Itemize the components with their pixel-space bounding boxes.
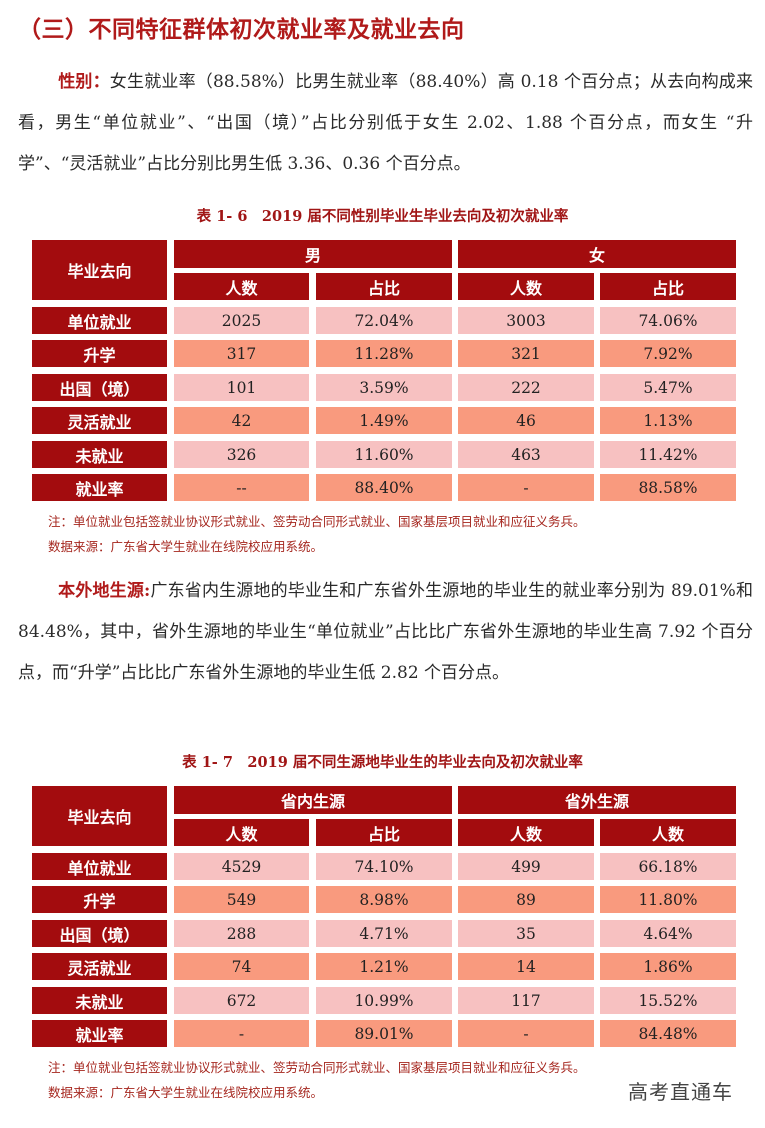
gender-lead: 性别： [58, 72, 110, 92]
table1-cell: 463 [458, 441, 594, 468]
table2-cell: 74 [174, 953, 309, 980]
table2-row-header: 毕业去向 [32, 786, 167, 846]
table1-cell: 101 [174, 374, 309, 401]
section-title: （三）不同特征群体初次就业率及就业去向 [18, 17, 465, 43]
table2-row-label: 出国（境） [32, 920, 167, 947]
table2-cell: 11.80% [600, 886, 736, 913]
table1-group-male: 男 [174, 240, 452, 268]
table1-subheader: 占比 [600, 273, 736, 300]
table1-row-label: 未就业 [32, 441, 167, 468]
table1-cell: 317 [174, 340, 309, 367]
table2-subheader: 人数 [458, 819, 594, 846]
table1-cell: - [458, 474, 594, 501]
table2-cell: - [174, 1020, 309, 1047]
table1-cell: 321 [458, 340, 594, 367]
table2-cell: 89.01% [316, 1020, 452, 1047]
table1-cell: 1.13% [600, 407, 736, 434]
table2-cell: 4.71% [316, 920, 452, 947]
table1-cell: 42 [174, 407, 309, 434]
origin-text: 广东省内生源地的毕业生和广东省外生源地的毕业生的就业率分别为 89.01%和 8… [18, 581, 753, 683]
table1-cell: 7.92% [600, 340, 736, 367]
table2-group-in-province: 省内生源 [174, 786, 452, 814]
table2-cell: 499 [458, 853, 594, 880]
table2-subheader: 人数 [600, 819, 736, 846]
table2-cell: 1.21% [316, 953, 452, 980]
table2-group-out-province: 省外生源 [458, 786, 736, 814]
table2-row-label: 升学 [32, 886, 167, 913]
gender-paragraph: 性别：女生就业率（88.58%）比男生就业率（88.40%）高 0.18 个百分… [18, 62, 753, 185]
table2-cell: 14 [458, 953, 594, 980]
table1-row-label: 就业率 [32, 474, 167, 501]
table1-cell: 222 [458, 374, 594, 401]
table2-cell: 1.86% [600, 953, 736, 980]
table2-cell: - [458, 1020, 594, 1047]
table1-cell: 1.49% [316, 407, 452, 434]
table1-row-label: 单位就业 [32, 307, 167, 334]
table2-subheader: 占比 [316, 819, 452, 846]
table2-caption: 表 1- 7 2019 届不同生源地毕业生的毕业去向及初次就业率 [182, 754, 583, 771]
table1-row-label: 出国（境） [32, 374, 167, 401]
table1-cell: 326 [174, 441, 309, 468]
table2-row-label: 未就业 [32, 987, 167, 1014]
table1-cell: 74.06% [600, 307, 736, 334]
table1-source: 数据来源：广东省大学生就业在线院校应用系统。 [48, 539, 324, 554]
table2-cell: 549 [174, 886, 309, 913]
table2-cell: 66.18% [600, 853, 736, 880]
table1-row-label: 灵活就业 [32, 407, 167, 434]
table1-cell: 3003 [458, 307, 594, 334]
table2-cell: 15.52% [600, 987, 736, 1014]
table2-cell: 288 [174, 920, 309, 947]
table1-cell: 3.59% [316, 374, 452, 401]
table2-cell: 8.98% [316, 886, 452, 913]
table1-note: 注：单位就业包括签就业协议形式就业、签劳动合同形式就业、国家基层项目就业和应征义… [48, 514, 586, 529]
table2-cell: 672 [174, 987, 309, 1014]
table2-cell: 89 [458, 886, 594, 913]
table2-cell: 74.10% [316, 853, 452, 880]
table1-cell: 5.47% [600, 374, 736, 401]
table1-subheader: 占比 [316, 273, 452, 300]
table2-note: 注：单位就业包括签就业协议形式就业、签劳动合同形式就业、国家基层项目就业和应征义… [48, 1060, 586, 1075]
table2-cell: 4529 [174, 853, 309, 880]
table1-cell: -- [174, 474, 309, 501]
table2-row-label: 就业率 [32, 1020, 167, 1047]
table2-row-label: 单位就业 [32, 853, 167, 880]
table2-cell: 4.64% [600, 920, 736, 947]
table1-cell: 2025 [174, 307, 309, 334]
table1-group-female: 女 [458, 240, 736, 268]
table1-subheader: 人数 [174, 273, 309, 300]
gender-text: 女生就业率（88.58%）比男生就业率（88.40%）高 0.18 个百分点；从… [18, 72, 753, 174]
table1-row-label: 升学 [32, 340, 167, 367]
table2-source: 数据来源：广东省大学生就业在线院校应用系统。 [48, 1085, 324, 1100]
table1-subheader: 人数 [458, 273, 594, 300]
table1-cell: 88.58% [600, 474, 736, 501]
table1-row-header: 毕业去向 [32, 240, 167, 300]
table1-caption: 表 1- 6 2019 届不同性别毕业生毕业去向及初次就业率 [196, 208, 569, 225]
table2-cell: 117 [458, 987, 594, 1014]
table1-cell: 11.28% [316, 340, 452, 367]
origin-lead: 本外地生源: [58, 581, 151, 601]
table2-subheader: 人数 [174, 819, 309, 846]
table2-cell: 10.99% [316, 987, 452, 1014]
origin-paragraph: 本外地生源:广东省内生源地的毕业生和广东省外生源地的毕业生的就业率分别为 89.… [18, 571, 753, 694]
table1-cell: 11.60% [316, 441, 452, 468]
table2-cell: 84.48% [600, 1020, 736, 1047]
table1-cell: 11.42% [600, 441, 736, 468]
table1-cell: 72.04% [316, 307, 452, 334]
table2-cell: 35 [458, 920, 594, 947]
table1-cell: 88.40% [316, 474, 452, 501]
table1-cell: 46 [458, 407, 594, 434]
watermark-label: 高考直通车 [628, 1080, 733, 1104]
table2-row-label: 灵活就业 [32, 953, 167, 980]
